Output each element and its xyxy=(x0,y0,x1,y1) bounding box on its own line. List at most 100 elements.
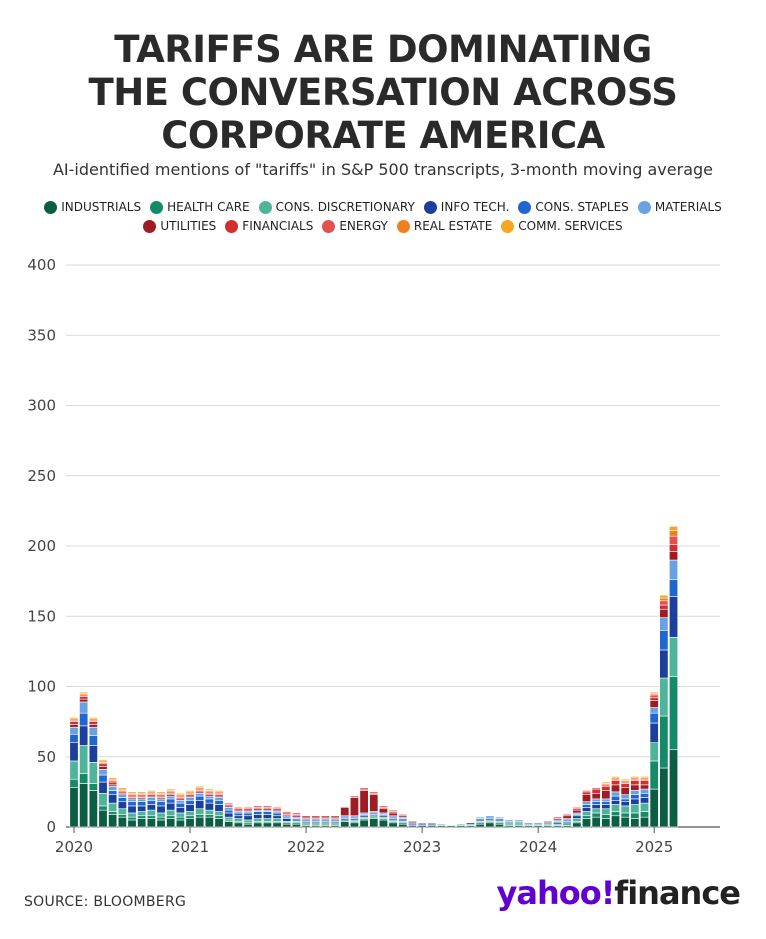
bar-segment xyxy=(98,769,108,776)
bar-segment xyxy=(523,822,533,825)
bar-segment xyxy=(446,825,456,828)
bar-segment xyxy=(640,802,650,812)
y-tick-label: 350 xyxy=(27,326,56,344)
bar-segment xyxy=(669,535,679,545)
bar-segment xyxy=(601,808,611,815)
bar-segment xyxy=(108,777,118,780)
bar-segment xyxy=(659,604,669,610)
bar-segment xyxy=(195,814,205,818)
bar-segment xyxy=(465,822,475,825)
bar-segment xyxy=(582,790,592,793)
legend-label: INFO TECH. xyxy=(440,200,510,214)
bar-segment xyxy=(243,819,253,824)
bar-segment xyxy=(649,697,659,701)
bar-segment xyxy=(340,807,350,817)
bar-segment xyxy=(591,788,601,794)
bar-segment xyxy=(630,790,640,795)
bar-segment xyxy=(88,762,98,784)
bar-segment xyxy=(108,802,118,812)
bar-segment xyxy=(349,795,359,798)
bar-segment xyxy=(601,785,611,791)
bar-segment xyxy=(156,816,166,821)
bar-segment xyxy=(475,823,485,828)
bar-segment xyxy=(272,807,282,810)
bar-segment xyxy=(88,735,98,746)
bar-segment xyxy=(630,784,640,791)
bar-segment xyxy=(79,701,89,714)
bar-segment xyxy=(69,760,79,780)
bar-segment xyxy=(669,676,679,751)
bar-segment xyxy=(572,807,582,810)
bar-segment xyxy=(649,691,659,694)
legend-item-financials: FINANCIALS xyxy=(225,219,313,233)
bar-segment xyxy=(649,707,659,714)
bar-segment xyxy=(175,792,185,795)
bar-segment xyxy=(185,818,195,828)
bar-segment xyxy=(272,822,282,828)
bar-segment xyxy=(166,795,176,800)
bar-segment xyxy=(88,745,98,763)
logo-yahoo: yahoo xyxy=(496,874,601,912)
bar-segment xyxy=(359,819,369,828)
bar-segment xyxy=(224,821,234,828)
bar-segment xyxy=(243,815,253,821)
bar-segment xyxy=(582,818,592,828)
legend-item-health-care: HEALTH CARE xyxy=(150,200,250,214)
bar-segment xyxy=(88,724,98,728)
bar-segment xyxy=(649,700,659,708)
bar-segment xyxy=(108,781,118,786)
bar-segment xyxy=(69,724,79,728)
bar-segment xyxy=(311,815,321,818)
bar-segment xyxy=(272,812,282,817)
x-tick-label: 2021 xyxy=(171,838,209,856)
y-tick-label: 100 xyxy=(27,678,56,696)
bar-segment xyxy=(98,774,108,783)
bar-segment xyxy=(69,787,79,828)
bar-segment xyxy=(137,818,147,828)
bar-segment xyxy=(669,596,679,638)
bar-segment xyxy=(127,791,137,794)
legend-item-utilities: UTILITIES xyxy=(143,219,216,233)
bar-segment xyxy=(108,811,118,815)
bar-segment xyxy=(611,795,621,801)
bar-segment xyxy=(224,802,234,805)
y-tick-label: 0 xyxy=(46,818,56,836)
bar-segment xyxy=(436,823,446,826)
bar-segment xyxy=(669,551,679,561)
bar-segment xyxy=(137,811,147,817)
bar-segment xyxy=(359,790,369,814)
bar-segment xyxy=(378,819,388,828)
legend-label: UTILITIES xyxy=(160,219,217,233)
legend-label: MATERIALS xyxy=(654,200,722,214)
bar-segment xyxy=(659,597,669,602)
bar-segment xyxy=(204,802,214,811)
bar-segment xyxy=(127,819,137,828)
bar-segment xyxy=(185,790,195,793)
legend-swatch xyxy=(637,200,651,214)
bar-segment xyxy=(620,805,630,814)
bar-segment xyxy=(224,812,234,818)
bar-segment xyxy=(214,790,224,793)
bar-segment xyxy=(146,815,156,819)
bar-segment xyxy=(340,821,350,828)
bar-segment xyxy=(98,805,108,811)
bar-segment xyxy=(204,816,214,828)
bar-segment xyxy=(611,784,621,793)
bar-segment xyxy=(214,815,224,819)
legend-item-cons-staples: CONS. STAPLES xyxy=(518,200,629,214)
bar-segment xyxy=(79,773,89,784)
bar-segment xyxy=(117,808,127,815)
bar-segment xyxy=(620,816,630,828)
legend-item-comm-services: COMM. SERVICES xyxy=(501,219,623,233)
bar-segment xyxy=(291,812,301,815)
bar-segment xyxy=(117,801,127,810)
bar-segment xyxy=(233,807,243,810)
bar-segment xyxy=(156,798,166,803)
bar-segment xyxy=(640,784,650,790)
bar-segment xyxy=(659,608,669,618)
bar-segment xyxy=(601,804,611,810)
bar-segment xyxy=(669,579,679,597)
bar-segment xyxy=(156,812,166,818)
bar-segment xyxy=(262,822,272,828)
legend-swatch xyxy=(501,219,515,233)
